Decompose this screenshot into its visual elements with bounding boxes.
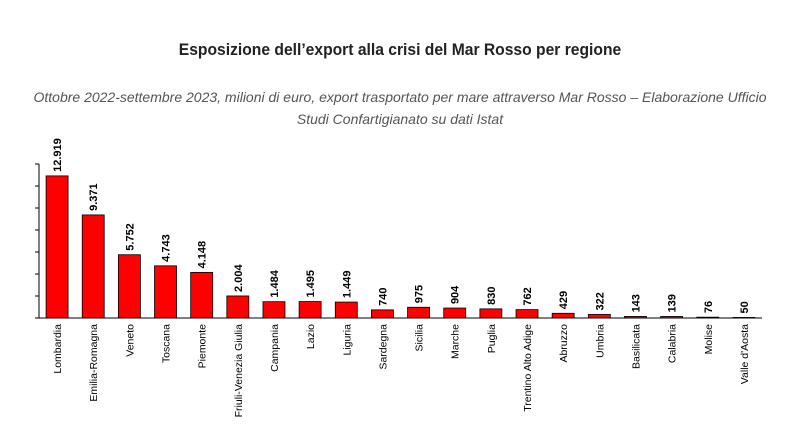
data-label: 975: [414, 285, 426, 303]
bar: [371, 309, 394, 319]
category-label: Basilicata: [630, 324, 642, 369]
data-label: 4.148: [197, 241, 209, 269]
category-label: Piemonte: [197, 324, 209, 369]
bar: [587, 314, 611, 319]
data-label: 4.743: [161, 234, 173, 262]
data-label: 1.449: [341, 271, 353, 299]
data-label: 740: [377, 288, 389, 306]
category-label: Trentino Alto Adige: [522, 324, 534, 412]
category-label: Puglia: [486, 324, 498, 353]
bar: [81, 214, 105, 319]
bar: [262, 301, 286, 319]
category-label: Liguria: [341, 324, 353, 356]
category-label: Sicilia: [414, 324, 426, 352]
data-label: 904: [450, 285, 462, 304]
bar: [443, 307, 467, 319]
bar: [334, 301, 358, 319]
bar: [660, 316, 684, 319]
data-label: 322: [594, 292, 606, 310]
bar: [117, 254, 141, 319]
bar: [154, 265, 177, 319]
data-label: 9.371: [88, 183, 100, 211]
data-label: 1.484: [269, 269, 281, 297]
data-label: 429: [558, 291, 570, 309]
bar: [696, 316, 720, 319]
chart-subtitle: Ottobre 2022-settembre 2023, milioni di …: [33, 89, 767, 127]
category-label: Sardegna: [377, 324, 389, 370]
category-label: Veneto: [124, 324, 136, 357]
chart-title: Esposizione dell’export alla crisi del M…: [178, 40, 622, 59]
bar: [624, 316, 647, 319]
data-label: 76: [703, 301, 715, 313]
data-label: 12.919: [52, 138, 64, 172]
category-label: Umbria: [594, 324, 606, 358]
category-label: Calabria: [667, 324, 679, 363]
bar: [226, 295, 250, 319]
bar: [45, 175, 69, 319]
bar: [551, 312, 575, 319]
category-label: Toscana: [161, 324, 173, 363]
category-label: Lombardia: [52, 324, 64, 374]
chart-axes: [35, 163, 762, 319]
category-label: Valle d'Aosta: [739, 324, 751, 384]
data-label: 1.495: [305, 270, 317, 298]
category-label: Molise: [703, 324, 715, 355]
chart-value-labels: 12.919 9.371 5.752 4.743 4.148 2.004 1.484 1.49…: [52, 138, 751, 313]
category-label: Marche: [450, 324, 462, 359]
category-label: Friuli-Venezia Giulia: [233, 324, 245, 418]
bar: [479, 308, 503, 319]
bar: [732, 317, 756, 319]
chart-category-labels: Lombardia Emilia-Romagna Veneto Toscana Piem…: [52, 324, 751, 418]
bar: [407, 306, 430, 319]
data-label: 5.752: [124, 223, 136, 251]
chart-bars: [45, 175, 756, 319]
category-label: Campania: [269, 324, 281, 372]
bar: [190, 271, 214, 319]
data-label: 139: [667, 294, 679, 312]
data-label: 50: [739, 301, 751, 313]
bar: [515, 309, 539, 319]
data-label: 830: [486, 287, 498, 305]
data-label: 762: [522, 287, 534, 305]
category-label: Lazio: [305, 324, 317, 349]
category-label: Abruzzo: [558, 324, 570, 363]
data-label: 2.004: [233, 264, 245, 292]
category-label: Emilia-Romagna: [88, 324, 100, 402]
bar: [298, 301, 322, 319]
data-label: 143: [630, 294, 642, 312]
